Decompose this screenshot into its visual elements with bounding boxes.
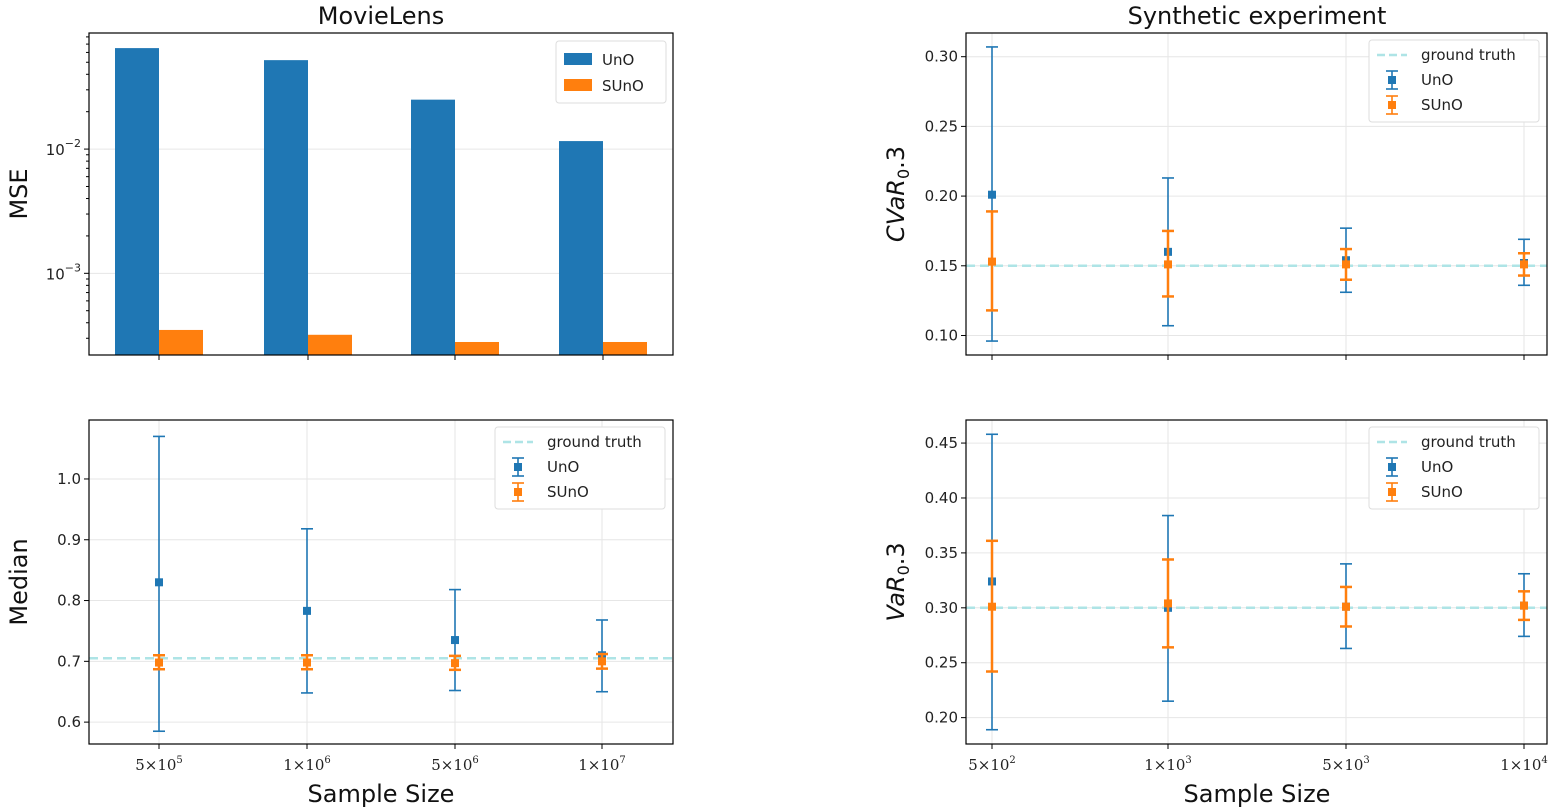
x-tick-label: 5×106 (431, 755, 479, 774)
y-axis-label: Median (5, 538, 33, 625)
y-tick-label: 10−3 (46, 261, 81, 283)
title-synthetic: Synthetic experiment (1128, 2, 1387, 30)
y-tick-label: 0.25 (925, 117, 958, 135)
y-tick-label: 10−2 (46, 137, 81, 159)
y-tick-label: 0.10 (925, 326, 958, 344)
legend-marker-uno (1388, 76, 1396, 84)
x-tick-label: 1×104 (1500, 755, 1548, 774)
y-tick-label: 0.25 (925, 654, 958, 672)
point-suno (988, 602, 996, 611)
y-axis-label: MSE (5, 168, 33, 219)
legend: UnO SUnO (555, 40, 667, 104)
point-suno (1520, 260, 1528, 269)
y-tick-label: 0.30 (925, 599, 958, 617)
point-suno (1342, 602, 1350, 611)
x-tick-label: 5×103 (1322, 755, 1370, 774)
legend: ground truth UnO SUnO (494, 426, 666, 510)
chart-median: 0.6 0.7 0.8 0.9 1.0 5×105 1×106 5×106 1×107 Media… (5, 419, 674, 774)
legend-label-uno: UnO (1421, 458, 1453, 476)
legend-box (494, 426, 666, 510)
legend-label-ground-truth: ground truth (1421, 46, 1516, 64)
legend-label-suno: SUnO (1421, 96, 1463, 114)
legend-swatch-uno (564, 53, 592, 65)
y-tick-label: 0.7 (57, 652, 81, 670)
legend-swatch-suno (564, 79, 592, 91)
point-suno (1342, 260, 1350, 269)
legend-label-ground-truth: ground truth (1421, 433, 1516, 451)
axes-frame (88, 419, 674, 745)
bar-suno (159, 329, 203, 355)
xlabel-left: Sample Size (308, 780, 455, 808)
y-tick-label: 0.6 (57, 713, 81, 731)
point-uno (988, 190, 996, 199)
point-suno (988, 257, 996, 266)
legend-label-suno: SUnO (1421, 483, 1463, 501)
axes-frame (965, 32, 1548, 356)
bar-uno (115, 48, 159, 355)
legend-label-suno: SUnO (547, 483, 589, 501)
x-tick-label: 5×105 (135, 755, 183, 774)
legend-label-suno: SUnO (602, 77, 644, 95)
legend-marker-suno (1388, 488, 1396, 496)
bar-suno (603, 341, 647, 355)
legend-label-uno: UnO (602, 51, 634, 69)
legend-marker-suno (1388, 101, 1396, 109)
y-tick-label: 0.9 (57, 531, 81, 549)
chart-var: 0.20 0.25 0.30 0.35 0.40 0.45 5×102 1×103 5×103 1… (882, 419, 1548, 774)
xlabel-right: Sample Size (1184, 780, 1331, 808)
bar-uno (411, 99, 455, 356)
point-uno (155, 578, 163, 587)
x-tick-label: 1×103 (1144, 755, 1192, 774)
axes-frame (88, 32, 674, 356)
y-tick-label: 0.15 (925, 257, 958, 275)
y-tick-label: 1.0 (57, 470, 81, 488)
legend-label-uno: UnO (547, 458, 579, 476)
x-tick-label: 1×106 (283, 755, 331, 774)
point-suno (303, 658, 311, 667)
y-tick-label: 0.30 (925, 48, 958, 66)
axes-frame (965, 419, 1548, 745)
y-tick-label: 0.35 (925, 544, 958, 562)
legend-box (1368, 39, 1540, 123)
bar-suno (308, 334, 352, 355)
point-uno (451, 636, 459, 645)
bar-uno (559, 141, 603, 355)
legend-marker-suno (514, 488, 522, 496)
y-tick-label: 0.20 (925, 187, 958, 205)
legend-marker-uno (514, 463, 522, 471)
y-tick-label: 0.45 (925, 434, 958, 452)
y-axis-label: CVaR0.3 (882, 146, 913, 242)
point-suno (451, 659, 459, 668)
title-movielens: MovieLens (318, 2, 444, 30)
y-axis-label: VaR0.3 (882, 542, 913, 621)
legend: ground truth UnO SUnO (1368, 426, 1540, 510)
point-suno (1164, 599, 1172, 608)
chart-cvar: 0.10 0.15 0.20 0.25 0.30 CVaR0.3 ground truth U… (882, 32, 1548, 360)
chart-mse: 10−2 10−3 MSE UnO SUnO (5, 32, 674, 360)
y-tick-label: 0.8 (57, 592, 81, 610)
legend: ground truth UnO SUnO (1368, 39, 1540, 123)
point-suno (598, 657, 606, 666)
y-tick-label: 0.20 (925, 709, 958, 727)
point-uno (303, 606, 311, 615)
legend-label-uno: UnO (1421, 71, 1453, 89)
x-tick-label: 5×102 (968, 755, 1016, 774)
legend-box (1368, 426, 1540, 510)
bar-uno (264, 60, 308, 355)
x-tick-label: 1×107 (578, 755, 626, 774)
point-suno (155, 658, 163, 667)
y-tick-label: 0.40 (925, 489, 958, 507)
point-suno (1164, 260, 1172, 269)
point-suno (1520, 601, 1528, 610)
legend-label-ground-truth: ground truth (547, 433, 642, 451)
legend-marker-uno (1388, 463, 1396, 471)
bar-suno (455, 341, 499, 355)
